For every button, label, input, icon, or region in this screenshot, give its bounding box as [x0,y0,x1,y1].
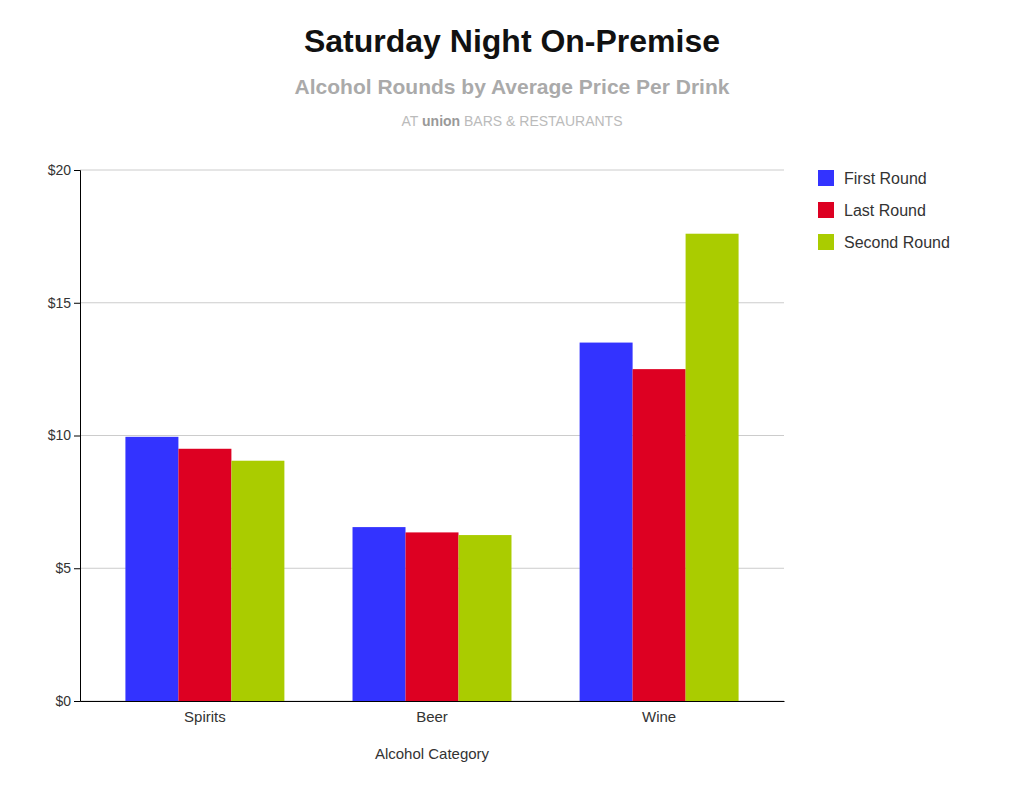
x-tick: Wine [642,708,676,725]
x-tick: Spirits [184,708,226,725]
x-tick-label: Spirits [184,708,226,725]
y-tick-label: $10 [48,427,72,443]
annotation: BARS & RESTAURANTS [460,113,622,129]
bar-series [231,234,738,701]
annotation: union [422,113,460,129]
y-tick-label: $15 [48,295,72,311]
y-tick: $20 [48,162,80,178]
legend: First Round Last Round Second Round [818,170,950,251]
y-tick-mark [74,303,80,304]
y-tick-mark [74,436,80,437]
legend-label: First Round [844,170,927,187]
y-tick: $5 [55,560,80,576]
title: Saturday Night On-Premise [304,23,720,59]
annotation: AT [402,113,423,129]
legend-label: Second Round [844,234,950,251]
legend-item: Last Round [818,202,926,219]
x-tick: Beer [416,708,448,725]
bar [580,343,633,701]
x-tick-label: Beer [416,708,448,725]
y-tick-label: $0 [55,693,71,709]
grid-line [80,302,784,303]
y-axis: $0 $5 $10 $15 $20 [48,162,81,709]
legend-swatch [818,234,834,250]
bar [178,449,231,701]
bar [231,461,284,701]
bar [633,369,686,701]
bar-series [125,343,632,701]
y-tick-label: $5 [55,560,71,576]
legend-swatch [818,202,834,218]
subtitle: Alcohol Rounds by Average Price Per Drin… [295,75,730,98]
chart: Saturday Night On-Premise Alcohol Rounds … [0,0,1024,791]
bar-series [178,369,685,701]
x-axis: Spirits Beer Wine [81,702,785,725]
x-axis-line [81,701,785,702]
y-tick-mark [74,701,80,702]
bar [125,437,178,701]
bar [353,527,406,701]
y-tick: $15 [48,295,80,311]
y-axis-line [74,171,81,702]
y-tick-mark [74,170,80,171]
legend-item: Second Round [818,234,950,251]
plot-area: $0 $5 $10 $15 $20 Spirits Beer Wine Alcohol Cate… [48,162,785,762]
bar [406,532,459,701]
legend-swatch [818,170,834,186]
x-axis-title: Alcohol Category [375,745,490,762]
x-tick-label: Wine [642,708,676,725]
bar [686,234,739,701]
grid [80,170,784,701]
y-tick: $10 [48,427,80,443]
bar [458,535,511,701]
legend-label: Last Round [844,202,926,219]
y-tick-mark [74,568,80,569]
y-tick-label: $20 [48,162,72,178]
bars [125,234,738,701]
grid-line [80,170,784,171]
y-tick: $0 [55,693,80,709]
annotation-line: AT union BARS & RESTAURANTS [402,113,623,129]
legend-item: First Round [818,170,927,187]
